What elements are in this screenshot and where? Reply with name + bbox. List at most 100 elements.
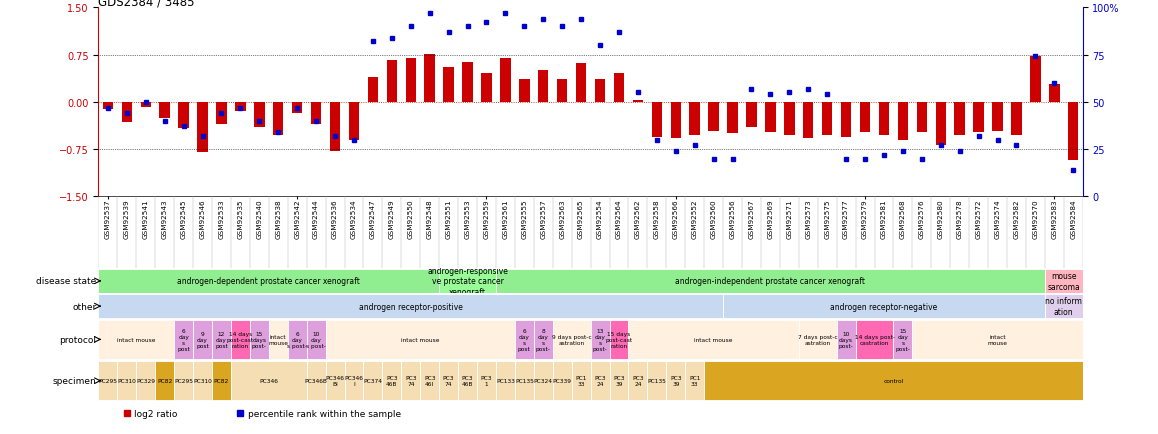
Bar: [515, 362, 534, 400]
Text: 15
day
s
post-: 15 day s post-: [895, 329, 910, 351]
Text: androgen receptor-positive: androgen receptor-positive: [359, 302, 463, 311]
Text: no inform
ation: no inform ation: [1046, 297, 1083, 316]
Bar: [822, 103, 833, 136]
Bar: [117, 362, 137, 400]
Text: 15 days
post-cast
ration: 15 days post-cast ration: [606, 331, 632, 348]
Text: PC3
24: PC3 24: [594, 375, 606, 386]
Text: GSM92547: GSM92547: [369, 198, 376, 238]
Text: GSM92550: GSM92550: [408, 198, 413, 238]
Bar: [212, 320, 230, 359]
Bar: [727, 103, 738, 134]
Text: GSM92573: GSM92573: [805, 198, 812, 238]
Bar: [992, 103, 1003, 132]
Text: GSM92571: GSM92571: [786, 198, 792, 238]
Text: PC329: PC329: [137, 378, 155, 383]
Bar: [1045, 295, 1083, 318]
Text: GSM92565: GSM92565: [578, 198, 584, 238]
Bar: [235, 103, 245, 112]
Bar: [1031, 57, 1041, 103]
Bar: [632, 101, 643, 103]
Text: GSM92553: GSM92553: [464, 198, 470, 238]
Bar: [629, 362, 647, 400]
Bar: [1045, 270, 1083, 293]
Bar: [382, 362, 402, 400]
Bar: [538, 71, 549, 103]
Text: GSM92534: GSM92534: [351, 198, 357, 238]
Text: GSM92535: GSM92535: [237, 198, 243, 238]
Bar: [552, 320, 591, 359]
Text: GSM92568: GSM92568: [900, 198, 906, 238]
Text: GSM92537: GSM92537: [105, 198, 111, 238]
Bar: [534, 362, 552, 400]
Bar: [799, 320, 836, 359]
Bar: [387, 61, 397, 103]
Bar: [212, 362, 230, 400]
Text: PC3
1: PC3 1: [481, 375, 492, 386]
Text: GSM92561: GSM92561: [503, 198, 508, 238]
Text: log2 ratio: log2 ratio: [134, 409, 178, 418]
Text: protocol: protocol: [59, 335, 96, 344]
Text: PC82: PC82: [214, 378, 229, 383]
Bar: [572, 362, 591, 400]
Bar: [746, 103, 756, 128]
Text: PC3
39: PC3 39: [614, 375, 624, 386]
Bar: [496, 270, 1045, 293]
Text: mouse
sarcoma: mouse sarcoma: [1048, 272, 1080, 291]
Text: GSM92563: GSM92563: [559, 198, 565, 238]
Bar: [178, 103, 189, 129]
Text: PC3
46B: PC3 46B: [462, 375, 474, 386]
Bar: [614, 74, 624, 103]
Bar: [936, 103, 946, 145]
Text: PC346: PC346: [259, 378, 278, 383]
Bar: [425, 55, 435, 103]
Bar: [103, 103, 113, 110]
Text: GSM92559: GSM92559: [484, 198, 490, 238]
Text: GSM92541: GSM92541: [142, 198, 148, 238]
Text: PC346
BI: PC346 BI: [325, 375, 344, 386]
Text: GSM92536: GSM92536: [332, 198, 338, 238]
Bar: [368, 77, 379, 103]
Text: GSM92554: GSM92554: [598, 198, 603, 238]
Bar: [174, 362, 193, 400]
Bar: [652, 103, 662, 137]
Text: PC135: PC135: [515, 378, 534, 383]
Text: PC295: PC295: [174, 378, 193, 383]
Text: GSM92558: GSM92558: [654, 198, 660, 238]
Bar: [836, 320, 856, 359]
Text: GSM92579: GSM92579: [862, 198, 868, 238]
Bar: [552, 362, 572, 400]
Bar: [704, 362, 1083, 400]
Text: GSM92566: GSM92566: [673, 198, 679, 238]
Text: GSM92543: GSM92543: [162, 198, 168, 238]
Text: GSM92569: GSM92569: [768, 198, 774, 238]
Text: androgen-independent prostate cancer xenograft: androgen-independent prostate cancer xen…: [675, 277, 865, 286]
Text: 6
day
s post-: 6 day s post-: [287, 331, 307, 348]
Text: PC339: PC339: [552, 378, 572, 383]
Text: 6
day
s
post: 6 day s post: [177, 329, 190, 351]
Bar: [402, 362, 420, 400]
Bar: [1011, 103, 1021, 136]
Text: PC374: PC374: [364, 378, 382, 383]
Bar: [230, 320, 250, 359]
Text: GSM92562: GSM92562: [635, 198, 640, 238]
Text: GSM92577: GSM92577: [843, 198, 849, 238]
Text: disease state: disease state: [36, 277, 96, 286]
Bar: [345, 362, 364, 400]
Text: GSM92533: GSM92533: [219, 198, 225, 238]
Bar: [879, 103, 889, 136]
Text: 14 days
post-cast
ration: 14 days post-cast ration: [227, 331, 254, 348]
Text: intact
mouse: intact mouse: [269, 334, 288, 345]
Text: GDS2384 / 3485: GDS2384 / 3485: [98, 0, 195, 8]
Text: GSM92538: GSM92538: [276, 198, 281, 238]
Bar: [595, 80, 606, 103]
Text: androgen-responsive
ve prostate cancer
xenograft: androgen-responsive ve prostate cancer x…: [427, 266, 508, 296]
Bar: [250, 320, 269, 359]
Text: 6
day
s
post: 6 day s post: [518, 329, 530, 351]
Bar: [217, 103, 227, 125]
Text: GSM92555: GSM92555: [521, 198, 527, 238]
Text: PC3
46I: PC3 46I: [424, 375, 435, 386]
Bar: [1049, 85, 1060, 103]
Bar: [140, 103, 151, 108]
Bar: [515, 320, 534, 359]
Text: 14 days post-
castration: 14 days post- castration: [855, 334, 894, 345]
